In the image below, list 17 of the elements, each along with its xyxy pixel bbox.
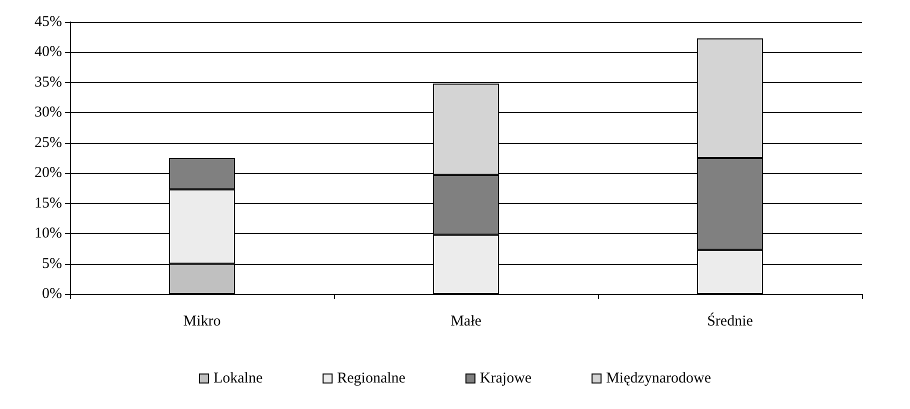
- y-tick-label: 30%: [34, 104, 62, 121]
- x-tick-label: Małe: [450, 314, 482, 330]
- legend-label: Lokalne: [213, 370, 263, 386]
- x-tick-label: Średnie: [707, 312, 754, 330]
- y-tick-label: 20%: [34, 165, 62, 182]
- y-tick-label: 0%: [42, 286, 62, 302]
- y-tick-label: 5%: [42, 256, 62, 272]
- y-tick-label: 40%: [34, 44, 62, 60]
- y-tick-label: 45%: [34, 14, 62, 30]
- legend-label: Krajowe: [480, 370, 532, 386]
- y-tick-label: 25%: [34, 134, 62, 151]
- y-tick-label: 35%: [34, 74, 62, 90]
- legend-label: Regionalne: [337, 370, 406, 386]
- y-tick-label: 10%: [34, 226, 62, 242]
- x-tick-label: Mikro: [183, 314, 221, 330]
- y-tick-label: 15%: [34, 195, 62, 212]
- legend-label: Międzynarodowe: [606, 370, 712, 386]
